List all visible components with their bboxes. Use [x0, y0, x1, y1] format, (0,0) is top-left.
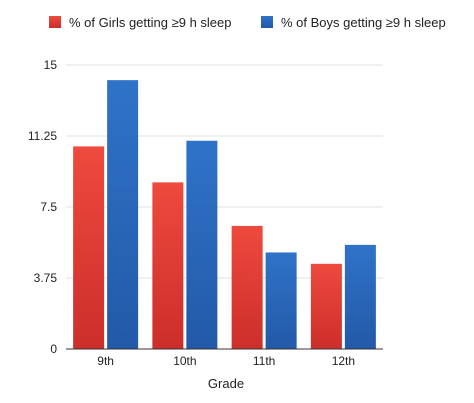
legend-label-girls: % of Girls getting ≥9 h sleep [69, 15, 232, 30]
bars [73, 80, 376, 349]
x-axis-title: Grade [208, 376, 244, 391]
bar-boys-12th [344, 244, 376, 349]
y-tick-label: 3.75 [34, 271, 58, 285]
x-axis-ticks: 9th 10th 11th 12th [97, 354, 355, 368]
bar-girls-12th [310, 263, 342, 349]
y-axis-ticks: 0 3.75 7.5 11.25 15 [28, 58, 57, 356]
y-tick-label: 15 [44, 58, 58, 72]
legend: % of Girls getting ≥9 h sleep % of Boys … [49, 15, 446, 30]
bar-boys-9th [107, 80, 139, 349]
y-tick-label: 0 [50, 342, 57, 356]
bar-boys-11th [265, 252, 297, 349]
bar-girls-10th [152, 182, 184, 349]
bar-girls-11th [231, 225, 263, 349]
bar-girls-9th [73, 146, 105, 349]
x-tick-label: 9th [97, 354, 114, 368]
y-tick-label: 7.5 [40, 200, 57, 214]
y-tick-label: 11.25 [28, 129, 57, 143]
legend-label-boys: % of Boys getting ≥9 h sleep [281, 15, 446, 30]
x-tick-label: 11th [253, 354, 275, 368]
x-tick-label: 12th [332, 354, 355, 368]
legend-swatch-girls [49, 16, 61, 28]
bar-boys-10th [186, 140, 218, 349]
legend-swatch-boys [261, 16, 273, 28]
x-tick-label: 10th [173, 354, 196, 368]
